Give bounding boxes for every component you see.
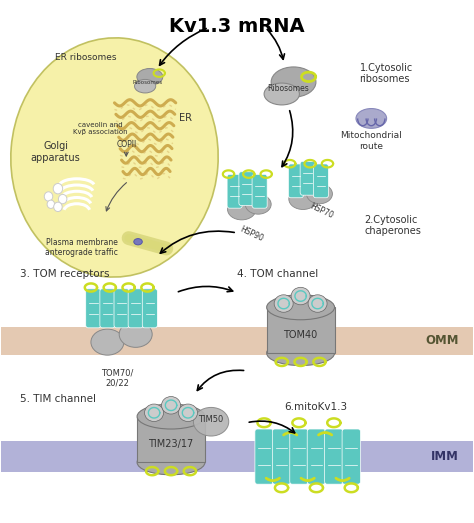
Text: 6.mitoKv1.3: 6.mitoKv1.3 — [284, 402, 347, 412]
Text: caveolin and
Kvβ association: caveolin and Kvβ association — [73, 122, 128, 135]
Text: Golgi
apparatus: Golgi apparatus — [31, 141, 81, 163]
Bar — [1, 326, 473, 355]
Ellipse shape — [291, 287, 310, 305]
Ellipse shape — [271, 67, 316, 97]
Text: Kv1.3 mRNA: Kv1.3 mRNA — [169, 17, 305, 36]
FancyBboxPatch shape — [114, 289, 129, 328]
FancyBboxPatch shape — [342, 429, 360, 484]
FancyBboxPatch shape — [267, 308, 335, 353]
FancyArrowPatch shape — [160, 231, 234, 253]
Circle shape — [54, 202, 62, 212]
Circle shape — [58, 195, 67, 204]
Ellipse shape — [179, 404, 198, 422]
FancyBboxPatch shape — [273, 429, 291, 484]
FancyBboxPatch shape — [325, 429, 343, 484]
Ellipse shape — [119, 321, 152, 347]
Text: ER: ER — [179, 113, 191, 123]
Text: Ribosomes: Ribosomes — [132, 79, 163, 85]
Ellipse shape — [264, 83, 300, 105]
Ellipse shape — [91, 329, 124, 355]
Ellipse shape — [356, 109, 387, 128]
Text: TIM23/17: TIM23/17 — [148, 439, 194, 449]
FancyBboxPatch shape — [142, 289, 157, 328]
Text: TOM70/
20/22: TOM70/ 20/22 — [100, 368, 133, 388]
Ellipse shape — [308, 295, 327, 312]
Text: Plasma membrane
anterograde traffic: Plasma membrane anterograde traffic — [45, 238, 118, 257]
FancyBboxPatch shape — [227, 174, 242, 208]
Ellipse shape — [137, 69, 163, 85]
Ellipse shape — [193, 407, 229, 436]
FancyArrowPatch shape — [266, 478, 280, 481]
Ellipse shape — [162, 396, 181, 414]
Ellipse shape — [137, 404, 205, 429]
FancyArrowPatch shape — [106, 183, 127, 211]
FancyBboxPatch shape — [290, 429, 308, 484]
FancyBboxPatch shape — [288, 164, 303, 198]
FancyBboxPatch shape — [300, 162, 315, 195]
Text: TOM40: TOM40 — [283, 329, 318, 340]
Text: 3. TOM receptors: 3. TOM receptors — [20, 269, 110, 279]
Bar — [1, 441, 473, 472]
FancyBboxPatch shape — [86, 289, 101, 328]
FancyArrowPatch shape — [124, 152, 128, 156]
Text: ER ribosomes: ER ribosomes — [55, 53, 117, 62]
Text: IMM: IMM — [430, 450, 458, 463]
Circle shape — [53, 184, 63, 194]
Text: TIM50: TIM50 — [199, 415, 224, 424]
Ellipse shape — [307, 184, 332, 204]
Ellipse shape — [135, 79, 156, 93]
Text: Ribosomes: Ribosomes — [267, 84, 309, 93]
FancyArrowPatch shape — [160, 28, 206, 65]
Text: 4. TOM channel: 4. TOM channel — [237, 269, 318, 279]
Circle shape — [44, 192, 53, 201]
FancyArrowPatch shape — [319, 433, 332, 435]
Text: Mitochondrial
route: Mitochondrial route — [340, 131, 402, 151]
Text: 1.Cytosolic
ribosomes: 1.Cytosolic ribosomes — [359, 63, 413, 84]
Ellipse shape — [240, 188, 262, 205]
Ellipse shape — [267, 295, 335, 320]
Ellipse shape — [302, 178, 323, 195]
FancyBboxPatch shape — [100, 289, 115, 328]
FancyBboxPatch shape — [137, 416, 205, 462]
Ellipse shape — [11, 38, 218, 277]
Ellipse shape — [274, 295, 293, 312]
FancyArrowPatch shape — [283, 433, 297, 435]
FancyArrowPatch shape — [282, 111, 293, 167]
Text: HSP90: HSP90 — [238, 225, 264, 244]
FancyBboxPatch shape — [255, 429, 273, 484]
FancyBboxPatch shape — [239, 172, 254, 206]
Text: HSP70: HSP70 — [309, 202, 335, 220]
Text: OMM: OMM — [425, 334, 458, 347]
FancyArrowPatch shape — [301, 478, 314, 481]
FancyBboxPatch shape — [252, 174, 267, 208]
FancyArrowPatch shape — [178, 287, 233, 292]
Ellipse shape — [134, 238, 142, 245]
Text: 5. TIM channel: 5. TIM channel — [20, 394, 96, 404]
Ellipse shape — [245, 195, 271, 214]
FancyBboxPatch shape — [128, 289, 143, 328]
FancyArrowPatch shape — [336, 478, 349, 481]
FancyArrowPatch shape — [267, 29, 284, 59]
FancyArrowPatch shape — [197, 370, 244, 390]
Circle shape — [47, 200, 55, 209]
Ellipse shape — [137, 450, 205, 475]
Ellipse shape — [228, 199, 256, 220]
FancyBboxPatch shape — [313, 164, 328, 198]
Ellipse shape — [145, 404, 164, 422]
Text: COPII: COPII — [116, 140, 137, 149]
Ellipse shape — [267, 340, 335, 366]
Ellipse shape — [289, 189, 317, 210]
Text: 2.Cytosolic
chaperones: 2.Cytosolic chaperones — [364, 214, 421, 236]
FancyArrowPatch shape — [249, 421, 295, 433]
FancyBboxPatch shape — [307, 429, 326, 484]
